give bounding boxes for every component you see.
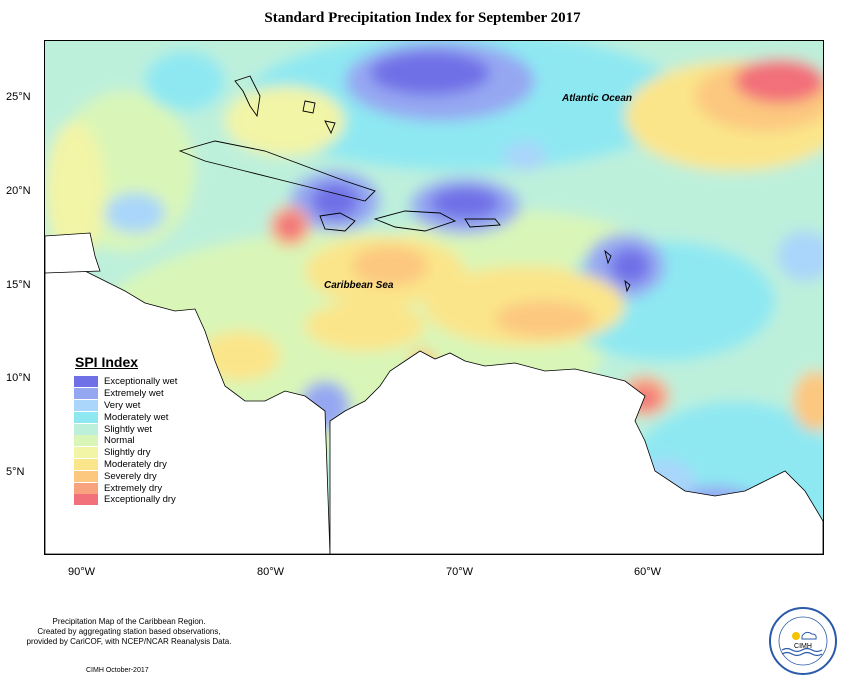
legend-swatch	[74, 458, 98, 470]
footer-line-2: Created by aggregating station based obs…	[37, 627, 221, 636]
legend-label: Extremely dry	[104, 482, 163, 494]
logo-text: CIMH	[794, 643, 812, 650]
lat-tick-15: 15°N	[6, 279, 31, 291]
land-masses	[45, 232, 823, 554]
island-outlines	[178, 75, 631, 293]
footer-note: Precipitation Map of the Caribbean Regio…	[14, 617, 244, 647]
legend-label: Extremely wet	[104, 388, 164, 400]
legend-swatch	[74, 470, 98, 482]
cimh-logo-icon: CIMH	[769, 607, 837, 675]
legend-label: Severely dry	[104, 470, 157, 482]
map-frame	[44, 40, 824, 555]
legend-item: Extremely wet	[74, 388, 189, 400]
legend-swatch	[74, 482, 98, 494]
legend-swatch	[74, 388, 98, 400]
legend-swatch	[74, 447, 98, 459]
legend-label: Moderately wet	[104, 411, 169, 423]
legend-label: Slightly dry	[104, 447, 151, 459]
lon-tick-70: 70°W	[446, 566, 474, 578]
lon-tick-60: 60°W	[634, 566, 662, 578]
legend-title: SPI Index	[75, 354, 139, 370]
lon-tick-80: 80°W	[257, 566, 285, 578]
credit-text: CIMH October-2017	[86, 667, 149, 674]
legend-swatch	[74, 411, 98, 423]
legend-label: Exceptionally wet	[104, 376, 178, 388]
footer-line-3: provided by CariCOF, with NCEP/NCAR Rean…	[26, 637, 232, 646]
legend-label: Very wet	[104, 399, 141, 411]
spi-map	[45, 41, 823, 554]
legend-label: Normal	[104, 435, 135, 447]
lat-tick-10: 10°N	[6, 372, 31, 384]
legend-item: Exceptionally wet	[74, 376, 189, 388]
legend-item: Normal	[74, 435, 189, 447]
footer-line-1: Precipitation Map of the Caribbean Regio…	[52, 617, 206, 626]
legend-item: Very wet	[74, 399, 189, 412]
legend-label: Slightly wet	[104, 423, 153, 435]
legend-item: Extremely dry	[74, 482, 189, 494]
atlantic-ocean-label: Atlantic Ocean	[562, 93, 633, 104]
legend-swatch	[74, 435, 98, 447]
legend-label: Moderately dry	[104, 458, 167, 470]
legend-item: Moderately wet	[74, 411, 189, 423]
legend-item: Slightly wet	[74, 423, 189, 435]
legend-label: Exceptionally dry	[104, 494, 176, 506]
lat-tick-25: 25°N	[6, 91, 31, 103]
cimh-logo: CIMH	[768, 606, 838, 676]
legend-swatch	[74, 399, 98, 411]
legend-item: Slightly dry	[74, 447, 189, 459]
legend-swatch	[74, 494, 98, 506]
map-title: Standard Precipitation Index for Septemb…	[264, 10, 581, 26]
legend-item: Moderately dry	[74, 458, 189, 471]
legend-swatch	[74, 423, 98, 435]
caribbean-sea-label: Caribbean Sea	[324, 280, 394, 291]
lon-tick-90: 90°W	[68, 566, 96, 578]
legend-item: Exceptionally dry	[74, 494, 189, 506]
spi-legend: SPI Index Exceptionally wet Extremely wet…	[74, 354, 189, 506]
legend-rows: Exceptionally wet Extremely wet Very wet Mo…	[74, 376, 189, 506]
legend-item: Severely dry	[74, 470, 189, 482]
legend-swatch	[74, 376, 98, 388]
lat-tick-20: 20°N	[6, 185, 31, 197]
lat-tick-5: 5°N	[6, 466, 25, 478]
